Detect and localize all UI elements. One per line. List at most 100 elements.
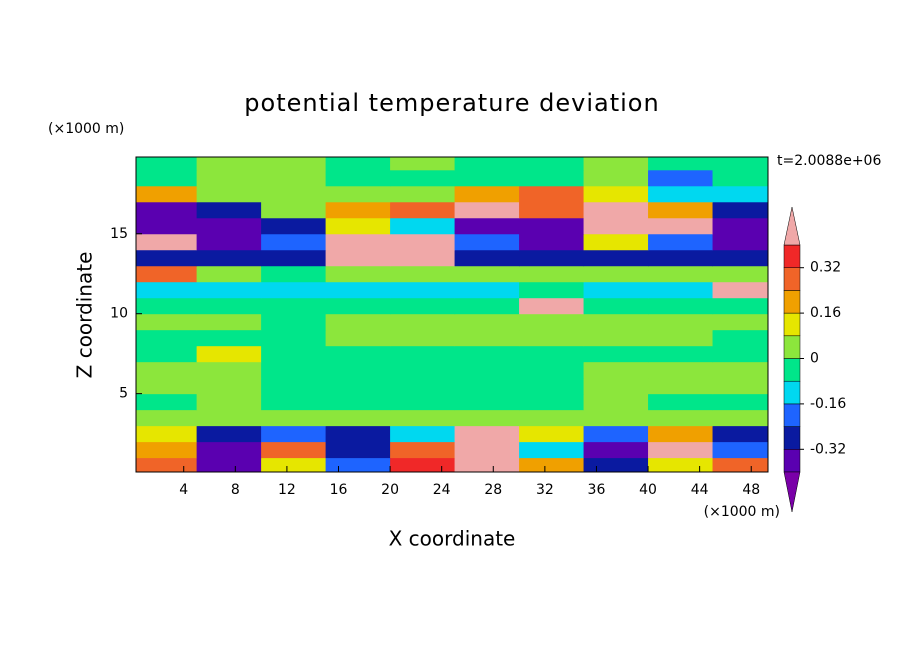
contour-cell (390, 281, 456, 299)
contour-cell (519, 441, 585, 459)
contour-cell (325, 233, 391, 251)
contour-cell (454, 393, 520, 411)
contour-cell (325, 185, 391, 203)
y-tick-label: 15 (110, 226, 128, 242)
contour-cell (648, 345, 714, 363)
x-axis-title: X coordinate (389, 527, 516, 551)
contour-cell (712, 265, 768, 283)
contour-cell (136, 345, 198, 363)
contour-cell (390, 329, 456, 347)
contour-cell (325, 157, 391, 171)
contour-cell (390, 201, 456, 219)
contour-cell (712, 329, 768, 347)
contour-cell (325, 361, 391, 379)
contour-cell (390, 345, 456, 363)
contour-cell (196, 281, 262, 299)
x-tick-label: 28 (484, 482, 502, 498)
contour-cell (712, 457, 768, 472)
contour-cell (390, 297, 456, 315)
contour-cell (648, 265, 714, 283)
contour-cell (390, 185, 456, 203)
contour-cell (325, 393, 391, 411)
contour-cell (325, 457, 391, 472)
contour-cell (325, 169, 391, 187)
contour-cell (196, 157, 262, 171)
x-unit: (×1000 m) (704, 504, 780, 520)
contour-cell (519, 361, 585, 379)
contour-cell (648, 281, 714, 299)
contour-cell (519, 329, 585, 347)
contour-cell (136, 201, 198, 219)
contour-cell (712, 377, 768, 395)
contour-cell (136, 233, 198, 251)
contour-cell (712, 281, 768, 299)
contour-cell (196, 441, 262, 459)
contour-cell (136, 185, 198, 203)
contour-cell (325, 217, 391, 235)
contour-cell (325, 377, 391, 395)
x-tick-label: 44 (691, 482, 709, 498)
contour-cell (261, 441, 327, 459)
contour-cell (583, 441, 649, 459)
colorbar-segment (783, 244, 801, 268)
contour-cell (196, 169, 262, 187)
contour-cell (519, 265, 585, 283)
x-tick-label: 16 (330, 482, 348, 498)
contour-cell (648, 157, 714, 171)
x-tick-label: 4 (179, 482, 188, 498)
contour-cell (261, 233, 327, 251)
contour-cell (583, 201, 649, 219)
contour-cell (519, 281, 585, 299)
contour-cell (261, 157, 327, 171)
contour-cell (196, 185, 262, 203)
contour-cell (519, 185, 585, 203)
contour-cell (196, 249, 262, 267)
colorbar-label: -0.32 (810, 441, 846, 457)
contour-cell (136, 281, 198, 299)
contour-cell (648, 457, 714, 472)
contour-cell (261, 297, 327, 315)
contour-cell (648, 425, 714, 443)
x-tick-label: 20 (381, 482, 399, 498)
contour-cell (196, 345, 262, 363)
contour-cell (325, 329, 391, 347)
contour-cell (261, 217, 327, 235)
contour-cell (519, 377, 585, 395)
contour-cell (583, 265, 649, 283)
contour-cell (583, 233, 649, 251)
contour-cell (390, 313, 456, 331)
contour-cell (136, 329, 198, 347)
contour-cell (648, 361, 714, 379)
contour-cell (454, 457, 520, 472)
contour-cell (712, 157, 768, 171)
contour-cell (454, 441, 520, 459)
contour-cell (454, 157, 520, 171)
contour-cell (136, 297, 198, 315)
contour-cell (136, 361, 198, 379)
contour-cell (196, 329, 262, 347)
colorbar-segment (783, 449, 801, 473)
contour-cell (583, 329, 649, 347)
contour-cell (648, 297, 714, 315)
contour-cell (261, 361, 327, 379)
contour-cell (648, 329, 714, 347)
contour-cell (712, 425, 768, 443)
contour-cell (390, 361, 456, 379)
contour-cell (454, 425, 520, 443)
contour-cell (196, 377, 262, 395)
contour-cell (648, 249, 714, 267)
contour-cell (261, 425, 327, 443)
contour-cell (454, 233, 520, 251)
contour-cell (648, 441, 714, 459)
contour-cell (196, 409, 262, 427)
contour-cell (648, 377, 714, 395)
contour-cell (325, 313, 391, 331)
y-tick-label: 5 (119, 386, 128, 402)
contour-cell (583, 457, 649, 472)
contour-cell (136, 377, 198, 395)
x-tick-label: 8 (231, 482, 240, 498)
contour-cell (454, 169, 520, 187)
contour-cell (712, 297, 768, 315)
contour-cell (325, 265, 391, 283)
